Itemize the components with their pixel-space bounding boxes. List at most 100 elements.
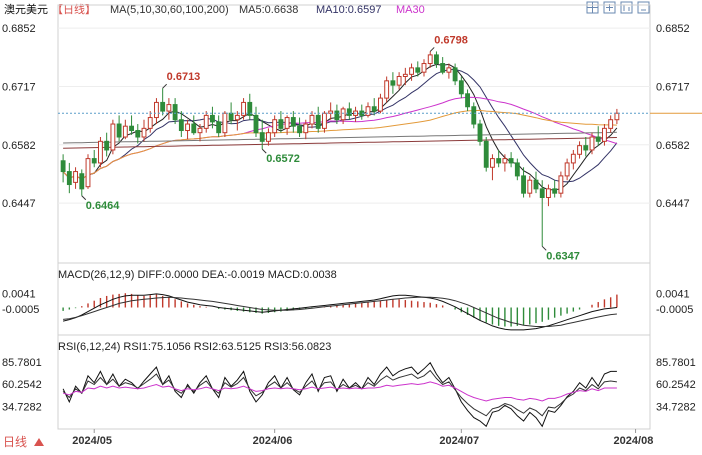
candle[interactable]	[315, 106, 321, 133]
candle[interactable]	[539, 180, 545, 247]
candle[interactable]	[384, 76, 390, 103]
candle[interactable]	[266, 128, 271, 146]
candle[interactable]	[502, 154, 508, 172]
candle[interactable]	[452, 63, 458, 86]
candle[interactable]	[290, 111, 296, 133]
candle[interactable]	[371, 98, 377, 116]
triangle-up-icon[interactable]	[34, 438, 44, 446]
grid-plus-icon[interactable]	[603, 1, 616, 14]
candle[interactable]	[210, 106, 215, 129]
candle[interactable]	[203, 111, 209, 133]
minimize-icon[interactable]	[637, 1, 650, 14]
candle[interactable]	[421, 59, 427, 77]
candle[interactable]	[508, 152, 514, 168]
candle[interactable]	[334, 104, 340, 125]
candle[interactable]	[552, 180, 558, 198]
candle[interactable]	[434, 51, 439, 68]
candle[interactable]	[259, 119, 265, 150]
candle[interactable]	[185, 119, 190, 140]
candle[interactable]	[496, 149, 502, 168]
candle[interactable]	[365, 102, 371, 118]
candle[interactable]	[303, 119, 309, 140]
candle[interactable]	[154, 98, 159, 125]
macd-panel[interactable]: MACD(26,12,9) DIFF:0.0000 DEA:-0.0019 MA…	[2, 269, 693, 331]
candle[interactable]	[558, 171, 564, 198]
candle[interactable]	[104, 132, 110, 157]
candle[interactable]	[328, 102, 334, 120]
candle[interactable]	[66, 162, 72, 194]
candle[interactable]	[409, 63, 414, 81]
candle[interactable]	[440, 57, 446, 75]
bars-icon[interactable]	[620, 1, 633, 14]
candle[interactable]	[73, 167, 78, 189]
candle[interactable]	[514, 158, 520, 181]
price-panel[interactable]: 0.6852 0.6852 0.6717 0.6717 0.6582 0.6582 0.64…	[2, 23, 702, 262]
candle[interactable]	[564, 158, 570, 181]
candle[interactable]	[570, 149, 576, 170]
candle[interactable]	[577, 141, 582, 159]
candle[interactable]	[465, 89, 470, 112]
candle[interactable]	[135, 124, 141, 144]
candle[interactable]	[477, 119, 483, 146]
candle[interactable]	[402, 67, 408, 86]
candle[interactable]	[284, 115, 290, 135]
candle[interactable]	[278, 111, 284, 133]
grid-icon[interactable]	[586, 1, 599, 14]
candle[interactable]	[160, 88, 166, 116]
candle[interactable]	[427, 51, 433, 68]
candle[interactable]	[595, 126, 601, 146]
candle[interactable]	[129, 115, 134, 135]
candle[interactable]	[172, 98, 178, 125]
candle[interactable]	[166, 98, 172, 120]
candle[interactable]	[546, 184, 551, 207]
candle[interactable]	[272, 115, 278, 137]
rsi-panel[interactable]: RSI(6,12,24) RSI1:75.1056 RSI2:63.5125 R…	[2, 341, 696, 428]
candle[interactable]	[98, 137, 103, 168]
candle[interactable]	[483, 137, 489, 172]
candle[interactable]	[446, 63, 452, 79]
candle[interactable]	[533, 171, 539, 194]
candle[interactable]	[415, 61, 421, 77]
candle[interactable]	[490, 154, 495, 181]
candle[interactable]	[222, 111, 228, 137]
candle[interactable]	[241, 98, 246, 120]
period-button-label[interactable]: 日线	[3, 435, 27, 449]
candle[interactable]	[141, 119, 147, 142]
candle[interactable]	[614, 108, 620, 125]
candle[interactable]	[110, 119, 116, 155]
candle[interactable]	[471, 102, 477, 129]
candle[interactable]	[608, 115, 614, 133]
candle[interactable]	[297, 117, 302, 137]
candle[interactable]	[79, 169, 85, 196]
candle[interactable]	[122, 119, 128, 140]
candle[interactable]	[527, 175, 533, 198]
candle[interactable]	[91, 149, 97, 168]
candle[interactable]	[116, 115, 122, 142]
candle[interactable]	[247, 93, 253, 120]
candle[interactable]	[216, 115, 222, 137]
candle[interactable]	[346, 102, 352, 120]
period-button[interactable]: 日线	[3, 435, 44, 449]
candle[interactable]	[197, 124, 203, 142]
candle[interactable]	[85, 154, 91, 189]
candle[interactable]	[253, 106, 259, 137]
candle[interactable]	[378, 93, 383, 114]
candle[interactable]	[191, 115, 197, 135]
candle[interactable]	[521, 167, 526, 198]
period-tag[interactable]: 【日线】	[52, 2, 96, 16]
candle[interactable]	[583, 137, 589, 157]
candle[interactable]	[390, 72, 396, 94]
candle[interactable]	[60, 154, 66, 183]
candle[interactable]	[340, 106, 346, 125]
candle[interactable]	[309, 111, 315, 129]
candle[interactable]	[602, 124, 607, 146]
candle[interactable]	[359, 104, 365, 120]
candle[interactable]	[178, 111, 184, 137]
candle[interactable]	[589, 132, 595, 155]
candle[interactable]	[322, 111, 327, 133]
candle[interactable]	[147, 111, 153, 133]
candle[interactable]	[234, 111, 240, 131]
candle[interactable]	[353, 106, 358, 122]
candle[interactable]	[396, 72, 402, 90]
candle[interactable]	[458, 76, 464, 99]
